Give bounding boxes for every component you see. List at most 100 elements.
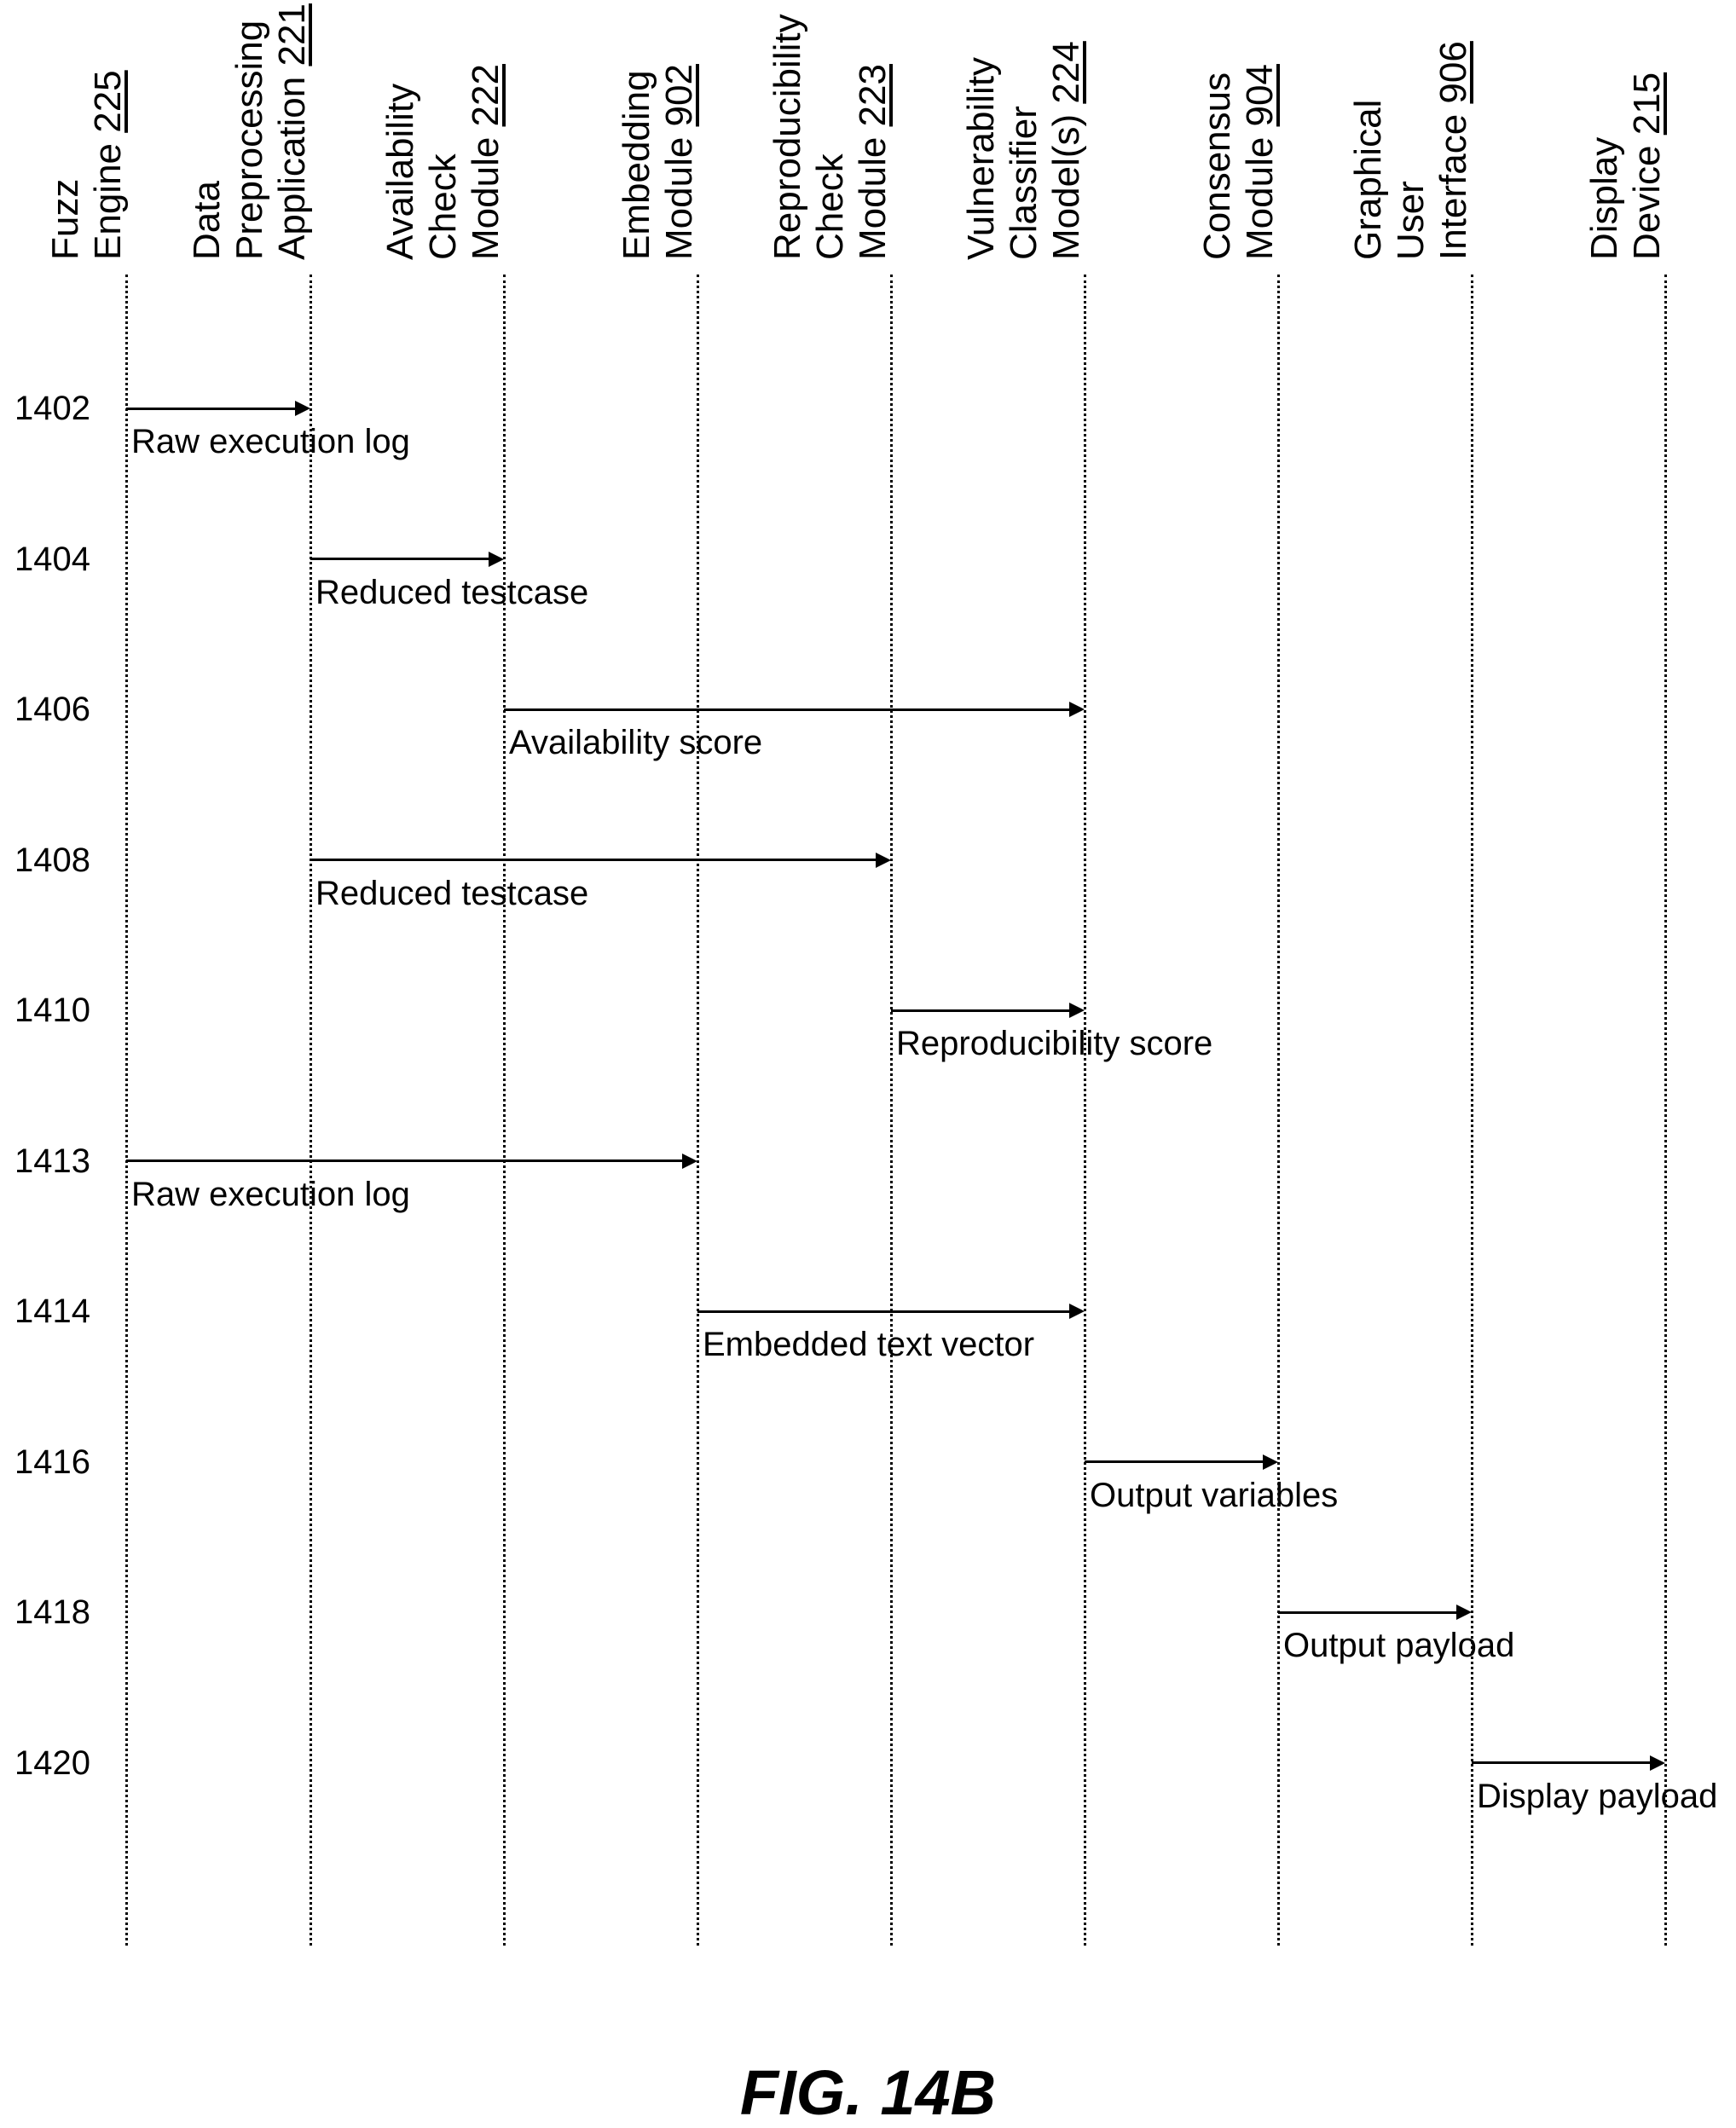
lifeline-gui (1471, 275, 1473, 1946)
lifeline-consensus (1277, 275, 1280, 1946)
participant-label-text: Device (1626, 135, 1668, 261)
participant-label-text: Consensus (1196, 72, 1238, 260)
lifeline-preproc (310, 275, 312, 1946)
lifeline-repro (890, 275, 893, 1946)
participant-label-text: Display (1583, 136, 1625, 260)
step-number: 1413 (14, 1142, 90, 1180)
participant-label-line: Fuzz (44, 70, 87, 260)
step-number: 1408 (14, 841, 90, 879)
participant-label: Availability Check Module 222 (379, 64, 507, 260)
participant-ref-number: 225 (87, 70, 129, 133)
message-line (126, 1159, 686, 1162)
participant-ref-number: 222 (465, 64, 506, 127)
participant-ref-number: 904 (1239, 64, 1281, 127)
step-number: 1414 (14, 1292, 90, 1330)
participant-label-line: Display (1583, 72, 1626, 260)
participant-label-line: User (1390, 41, 1432, 260)
participant-label-line: Vulnerability (960, 41, 1003, 260)
participant-label-line: Embedding (616, 64, 658, 260)
arrow-head-icon (489, 551, 504, 567)
lifeline-display (1664, 275, 1667, 1946)
participant-label-line: Interface 906 (1432, 41, 1475, 260)
message-line (1472, 1761, 1653, 1764)
lifeline-embed (697, 275, 699, 1946)
participant-label-text: Data (186, 181, 228, 260)
participant-label-line: Classifier (1003, 41, 1045, 260)
step-number: 1410 (14, 992, 90, 1029)
participant-label-line: Check (809, 14, 852, 260)
message-label: Reduced testcase (315, 573, 589, 611)
participant-label: Vulnerability Classifier Model(s) 224 (960, 41, 1088, 260)
participant-label-text: Engine (87, 132, 129, 260)
participant-label-text: Graphical (1347, 99, 1389, 260)
participant-label: Graphical User Interface 906 (1347, 41, 1475, 260)
participant-label-text: Check (422, 153, 464, 260)
message-line (310, 558, 492, 560)
arrow-head-icon (682, 1153, 697, 1169)
participant-label-line: Data (186, 3, 229, 260)
participant-label-line: Reproducibility (767, 14, 809, 260)
participant-label-text: Module (465, 126, 506, 260)
participant-label-text: Model(s) (1045, 103, 1087, 260)
step-number: 1420 (14, 1743, 90, 1782)
participant-label: Embedding Module 902 (616, 64, 701, 260)
participant-label: Data Preprocessing Application 221 (186, 3, 314, 260)
participant-label-text: Fuzz (44, 178, 86, 260)
lifeline-fuzz (125, 275, 128, 1946)
step-number: 1406 (14, 691, 90, 728)
participant-label: Consensus Module 904 (1196, 64, 1282, 260)
message-label: Output payload (1283, 1627, 1515, 1664)
participant-label-line: Module 904 (1239, 64, 1282, 260)
participant-label-text: Reproducibility (767, 14, 808, 260)
lifeline-avail (503, 275, 506, 1946)
participant-label-text: Module (1239, 126, 1281, 260)
arrow-head-icon (1069, 1304, 1085, 1319)
message-line (310, 859, 879, 861)
message-label: Display payload (1477, 1777, 1718, 1815)
message-line (1278, 1610, 1460, 1614)
participant-label-text: Embedding (616, 70, 657, 260)
participant-label-text: Vulnerability (960, 56, 1002, 260)
message-label: Raw execution log (131, 423, 410, 460)
arrow-head-icon (295, 401, 310, 416)
arrow-head-icon (1263, 1454, 1278, 1470)
step-number: 1418 (14, 1593, 90, 1631)
message-line (697, 1310, 1073, 1313)
message-label: Raw execution log (131, 1175, 410, 1213)
message-label: Availability score (509, 724, 763, 761)
participant-label: Display Device 215 (1583, 72, 1669, 260)
participant-ref-number: 215 (1626, 72, 1668, 136)
participant-label-text: Check (809, 153, 851, 260)
participant-label-line: Model(s) 224 (1045, 41, 1088, 260)
step-number: 1416 (14, 1443, 90, 1481)
arrow-head-icon (1650, 1755, 1665, 1771)
participant-label: Fuzz Engine 225 (44, 70, 130, 260)
participant-ref-number: 224 (1045, 41, 1087, 104)
participant-label-text: Application (271, 66, 313, 260)
message-line (504, 708, 1073, 711)
participant-label-text: Module (852, 126, 894, 260)
message-label: Reduced testcase (315, 874, 589, 912)
arrow-head-icon (1069, 1003, 1085, 1018)
participant-label-line: Device 215 (1626, 72, 1669, 260)
participant-label-line: Graphical (1347, 41, 1390, 260)
participant-label-text: Classifier (1003, 106, 1044, 260)
participant-ref-number: 906 (1432, 41, 1474, 104)
message-label: Reproducibility score (896, 1025, 1213, 1062)
message-line (126, 407, 298, 410)
participant-label-line: Module 222 (465, 64, 507, 260)
participant-label-line: Availability (379, 64, 422, 260)
participant-label-text: User (1390, 181, 1432, 260)
participant-label-line: Module 902 (658, 64, 701, 260)
arrow-head-icon (876, 852, 891, 868)
participant-ref-number: 223 (852, 64, 894, 127)
message-line (891, 1009, 1073, 1012)
participant-ref-number: 902 (658, 64, 700, 127)
message-line (1085, 1460, 1266, 1463)
message-label: Output variables (1090, 1476, 1339, 1514)
participant-label-line: Engine 225 (87, 70, 130, 260)
participant-label-line: Check (422, 64, 465, 260)
participant-label-line: Preprocessing (229, 3, 271, 260)
participant-label-line: Consensus (1196, 64, 1239, 260)
